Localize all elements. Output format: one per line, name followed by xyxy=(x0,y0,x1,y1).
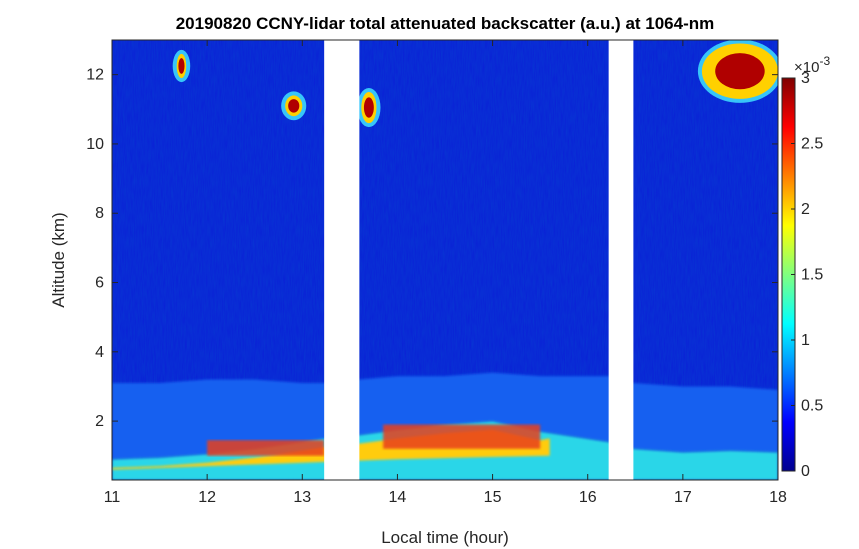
plot-area-border xyxy=(111,39,779,481)
y-tick-label: 6 xyxy=(95,275,104,292)
data-gap xyxy=(324,40,360,480)
chart-title: 20190820 CCNY-lidar total attenuated bac… xyxy=(176,14,715,33)
colorbar-multiplier-exponent: -3 xyxy=(819,54,830,68)
x-tick-label: 12 xyxy=(198,489,216,506)
x-tick-label: 17 xyxy=(674,489,692,506)
x-axis: 11 12 13 14 15 16 17 18 xyxy=(104,40,787,506)
colorbar: 0 0.5 1 1.5 2 2.5 3 ×10-3 xyxy=(781,54,830,480)
colorbar-tick-label: 3 xyxy=(801,70,810,87)
colorbar-multiplier-base: ×10 xyxy=(794,59,819,76)
cloud-core xyxy=(178,58,185,74)
y-tick-label: 8 xyxy=(95,205,104,222)
colorbar-tick-label: 2 xyxy=(801,201,810,218)
aerosol-red-core xyxy=(207,440,325,456)
aerosol-red-core xyxy=(383,424,541,449)
data-gap xyxy=(608,40,634,480)
x-tick-label: 18 xyxy=(769,489,787,506)
y-tick-label: 2 xyxy=(95,413,104,430)
colorbar-ticks: 0 0.5 1 1.5 2 2.5 3 xyxy=(791,70,823,480)
colorbar-tick-label: 2.5 xyxy=(801,136,823,153)
colorbar-tick-label: 1.5 xyxy=(801,267,823,284)
heatmap xyxy=(112,40,778,480)
x-tick-label: 13 xyxy=(293,489,311,506)
x-tick-label: 11 xyxy=(104,489,121,506)
cloud-core xyxy=(363,97,374,118)
colorbar-tick-label: 1 xyxy=(801,332,810,349)
colorbar-tick-label: 0.5 xyxy=(801,398,823,415)
colorbar-tick-label: 0 xyxy=(801,463,810,480)
y-tick-label: 10 xyxy=(86,136,104,153)
colorbar-multiplier: ×10-3 xyxy=(794,54,830,76)
y-tick-label: 12 xyxy=(86,67,104,84)
y-axis-label: Altitude (km) xyxy=(49,212,68,307)
x-tick-label: 14 xyxy=(389,489,407,506)
y-axis: 2 4 6 8 10 12 xyxy=(86,67,778,430)
cloud-core xyxy=(288,99,300,113)
x-tick-label: 15 xyxy=(484,489,502,506)
x-axis-label: Local time (hour) xyxy=(381,528,509,547)
cloud-core xyxy=(715,53,765,90)
y-tick-label: 4 xyxy=(95,344,104,361)
x-tick-label: 16 xyxy=(579,489,597,506)
